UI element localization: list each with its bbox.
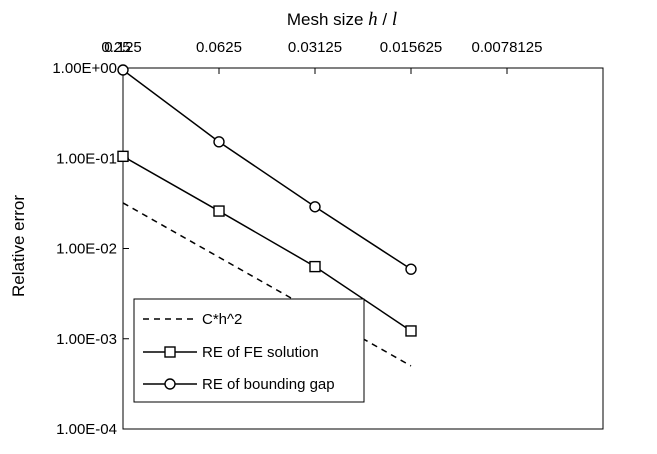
square-marker <box>117 150 129 163</box>
circle-marker <box>213 136 225 148</box>
square-marker <box>213 205 225 217</box>
x-tick-label: 0.0078125 <box>472 39 543 56</box>
legend-item: C*h^2 <box>143 311 242 328</box>
y-tick-label: 1.00E-02 <box>56 241 117 258</box>
square-marker <box>405 325 417 337</box>
legend-item: RE of bounding gap <box>143 376 335 393</box>
legend-label: RE of FE solution <box>202 344 319 361</box>
x-tick-label: 0.03125 <box>288 39 342 56</box>
circle-marker <box>309 201 321 213</box>
y-tick-label: 1.00E-03 <box>56 331 117 348</box>
square-marker <box>309 260 321 273</box>
x-axis-title: Mesh size h / l <box>287 9 397 30</box>
y-tick-label: 1.00E+00 <box>52 60 117 77</box>
x-tick-label: 0.0625 <box>196 39 242 56</box>
legend-label: C*h^2 <box>202 311 242 328</box>
y-axis-title: Relative error <box>9 195 28 297</box>
circle-marker <box>117 64 129 76</box>
x-tick-label: 0.015625 <box>380 39 443 56</box>
x-tick-label: 0.25 <box>101 39 130 56</box>
x-axis-ticks: 0.250.125 0.0625 0.03125 0.015625 0.0078125 <box>101 39 542 74</box>
legend-item: RE of FE solution <box>143 344 319 361</box>
legend: C*h^2 RE of FE solution RE of bounding gap <box>133 298 365 403</box>
series-3 <box>117 64 417 275</box>
x-tick-label: 0.125 <box>104 39 142 56</box>
circle-marker-legend <box>164 378 176 390</box>
series-line <box>122 69 412 270</box>
y-tick-label: 1.00E-04 <box>56 421 117 438</box>
legend-label: RE of bounding gap <box>202 376 335 393</box>
circle-marker <box>405 263 417 275</box>
y-tick-label: 1.00E-01 <box>56 150 117 167</box>
square-marker-legend <box>164 346 176 358</box>
